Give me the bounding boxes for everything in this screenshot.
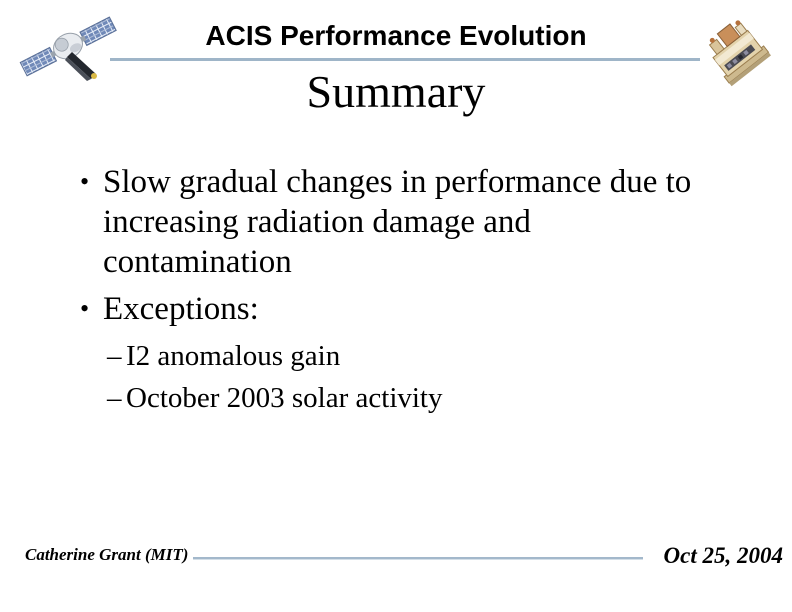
sub-bullet-text: October 2003 solar activity [126, 382, 443, 414]
sub-bullet-text: I2 anomalous gain [126, 340, 341, 372]
slide-body: • Slow gradual changes in performance du… [80, 162, 715, 419]
header-rule [110, 58, 700, 61]
bullet-dash-marker: – [107, 382, 122, 414]
bullet-text: Exceptions: [103, 291, 259, 327]
chandra-spacecraft-image [19, 16, 117, 81]
bullet-item: • Exceptions: [80, 289, 715, 329]
acis-instrument-image [708, 20, 771, 87]
slide-header-title: ACIS Performance Evolution [205, 20, 587, 51]
bullet-dot-marker: • [80, 167, 90, 196]
footer-author: Catherine Grant (MIT) [25, 545, 189, 564]
sub-bullet-item: – I2 anomalous gain [107, 335, 715, 377]
bullet-text: Slow gradual changes in performance due … [103, 164, 692, 280]
bullet-dash-marker: – [107, 340, 122, 372]
bullet-item: • Slow gradual changes in performance du… [80, 162, 715, 282]
sub-bullet-item: – October 2003 solar activity [107, 377, 715, 419]
slide-title: Summary [306, 66, 486, 117]
footer-date: Oct 25, 2004 [663, 543, 783, 568]
bullet-dot-marker: • [80, 294, 90, 323]
footer-rule [193, 557, 643, 560]
